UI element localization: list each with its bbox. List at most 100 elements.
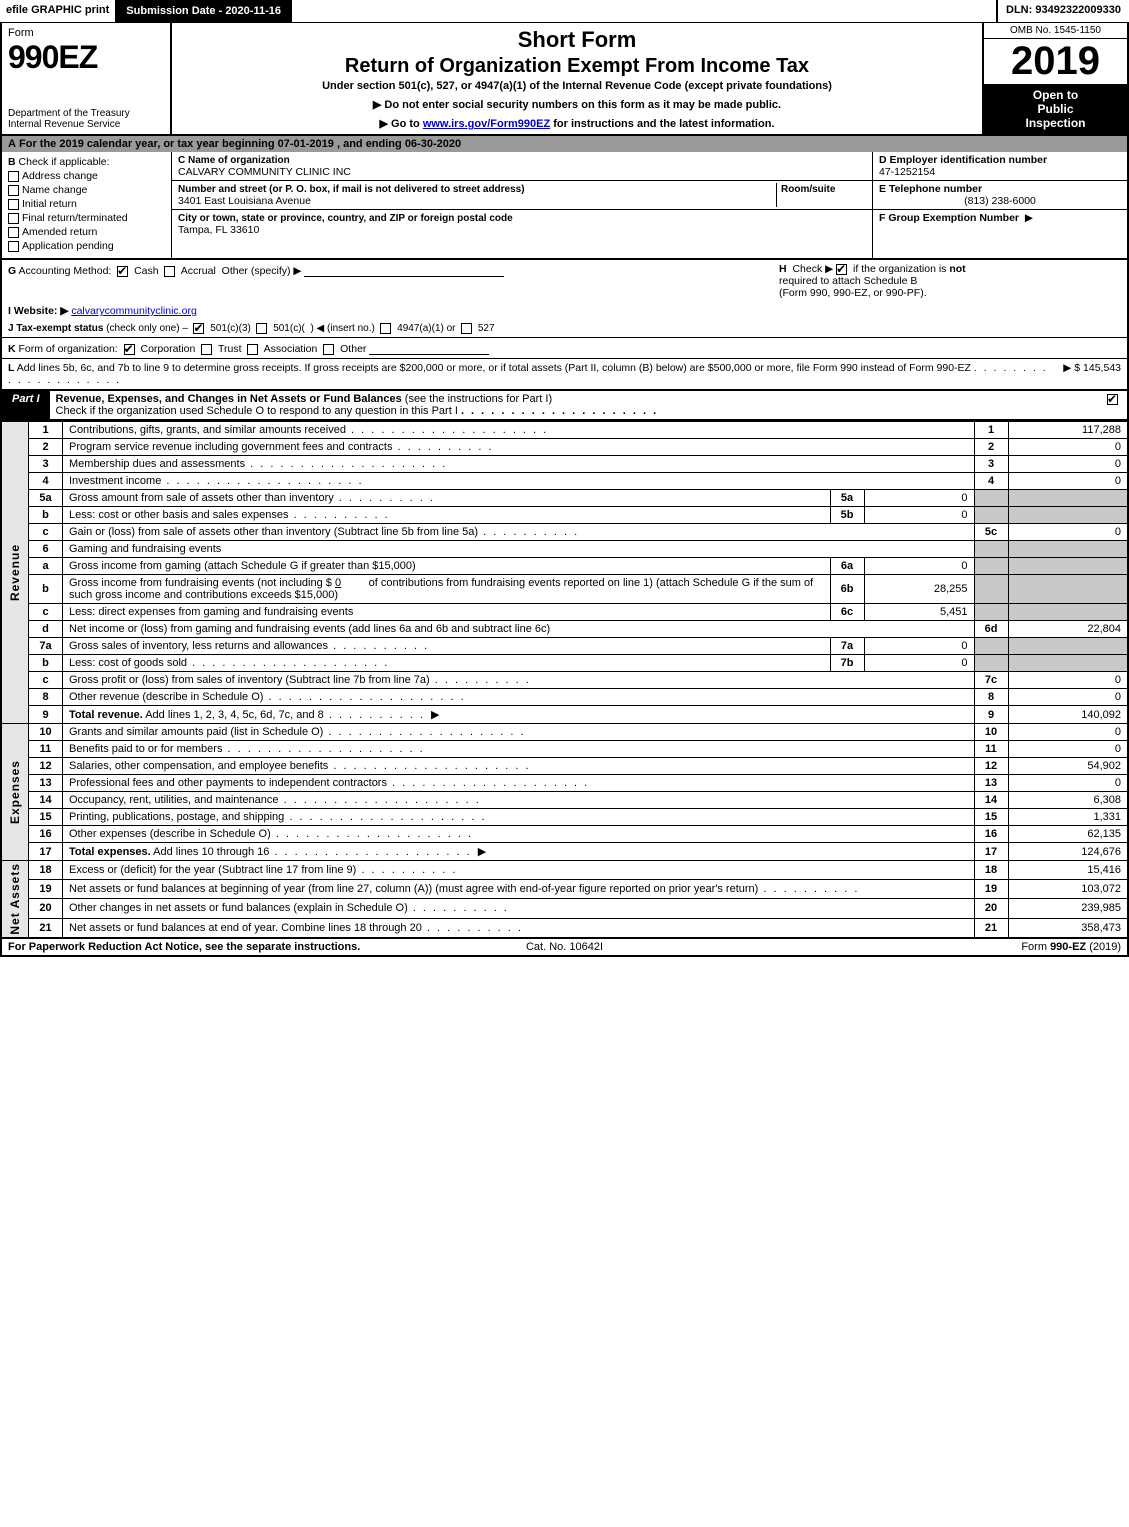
line-6b-inline-value: 28,255 xyxy=(864,575,974,604)
line-13-value: 0 xyxy=(1008,775,1128,792)
k-other: Other xyxy=(340,343,366,355)
h-text4: (Form 990, 990-EZ, or 990-PF). xyxy=(779,287,927,299)
checkbox-4947[interactable] xyxy=(380,323,391,334)
dots xyxy=(334,492,435,504)
line-4-value: 0 xyxy=(1008,473,1128,490)
arrow-icon: ▶ xyxy=(478,846,486,858)
line-19-boxnum: 19 xyxy=(974,880,1008,899)
line-21-value: 358,473 xyxy=(1008,918,1128,938)
checkbox-sched-b-not-required[interactable] xyxy=(836,264,847,275)
part-i-table: Revenue 1 Contributions, gifts, grants, … xyxy=(0,421,1129,939)
checkbox-cash[interactable] xyxy=(117,266,128,277)
line-16-value: 62,135 xyxy=(1008,826,1128,843)
org-name: CALVARY COMMUNITY CLINIC INC xyxy=(178,166,351,178)
header-right: OMB No. 1545-1150 2019 Open to Public In… xyxy=(982,23,1127,134)
checkbox-corporation[interactable] xyxy=(124,344,135,355)
line-6b-desc: Gross income from fundraising events (no… xyxy=(63,575,831,604)
line-12-desc: Salaries, other compensation, and employ… xyxy=(69,760,328,772)
checkbox-amended-return[interactable] xyxy=(8,227,19,238)
checkbox-address-change[interactable] xyxy=(8,171,19,182)
line-3-desc: Membership dues and assessments xyxy=(69,458,245,470)
dots xyxy=(245,458,447,470)
grey-cell xyxy=(974,575,1008,604)
checkbox-501c3[interactable] xyxy=(193,323,204,334)
page-footer: For Paperwork Reduction Act Notice, see … xyxy=(0,939,1129,957)
line-7c-boxnum: 7c xyxy=(974,672,1008,689)
room-label: Room/suite xyxy=(781,184,835,195)
line-2-value: 0 xyxy=(1008,439,1128,456)
form-header: Form 990EZ Department of the Treasury In… xyxy=(0,23,1129,136)
line-k: K Form of organization: Corporation Trus… xyxy=(8,341,1121,355)
line-18-value: 15,416 xyxy=(1008,861,1128,880)
label-g: G xyxy=(8,265,16,277)
j-sub: (check only one) – xyxy=(106,323,188,334)
label-b: B xyxy=(8,156,16,168)
line-4-boxnum: 4 xyxy=(974,473,1008,490)
label-f: F xyxy=(879,212,885,224)
line-g: G Accounting Method: Cash Accrual Other … xyxy=(8,263,771,299)
grey-cell xyxy=(1008,604,1128,621)
part-i-checkline: Check if the organization used Schedule … xyxy=(56,405,458,417)
line-20-boxnum: 20 xyxy=(974,899,1008,918)
irs-link[interactable]: www.irs.gov/Form990EZ xyxy=(423,118,550,130)
line-18-num: 18 xyxy=(29,861,63,880)
line-h: H Check ▶ if the organization is not req… xyxy=(771,263,1121,299)
part-i-header: Part I Revenue, Expenses, and Changes in… xyxy=(0,391,1129,421)
label-h: H xyxy=(779,263,787,275)
tax-exempt-label: Tax-exempt status xyxy=(16,323,103,334)
line-13-num: 13 xyxy=(29,775,63,792)
other-specify-label: Other (specify) ▶ xyxy=(222,265,302,277)
box-b-heading: Check if applicable: xyxy=(19,156,110,168)
checkbox-name-change[interactable] xyxy=(8,185,19,196)
dots xyxy=(328,760,530,772)
note-goto-pre: ▶ Go to xyxy=(380,118,423,130)
submission-date-button[interactable]: Submission Date - 2020-11-16 xyxy=(115,0,292,22)
line-14-desc: Occupancy, rent, utilities, and maintena… xyxy=(69,794,279,806)
checkbox-501c[interactable] xyxy=(256,323,267,334)
website-link[interactable]: calvarycommunityclinic.org xyxy=(71,305,196,317)
line-6a-desc: Gross income from gaming (attach Schedul… xyxy=(63,558,831,575)
omb-number: OMB No. 1545-1150 xyxy=(984,23,1127,39)
line-21-num: 21 xyxy=(29,918,63,938)
accounting-method-label: Accounting Method: xyxy=(19,265,112,277)
checkbox-final-return[interactable] xyxy=(8,213,19,224)
line-17-desc-bold: Total expenses. xyxy=(69,846,151,858)
dots-part1 xyxy=(461,405,658,417)
expenses-side-label: Expenses xyxy=(8,760,22,824)
line-3-boxnum: 3 xyxy=(974,456,1008,473)
checkbox-schedule-o-part1[interactable] xyxy=(1107,394,1118,405)
checkbox-527[interactable] xyxy=(461,323,472,334)
j-4947: 4947(a)(1) or xyxy=(397,323,455,334)
line-21-boxnum: 21 xyxy=(974,918,1008,938)
checkbox-initial-return[interactable] xyxy=(8,199,19,210)
checkbox-trust[interactable] xyxy=(201,344,212,355)
line-18-boxnum: 18 xyxy=(974,861,1008,880)
other-org-input[interactable] xyxy=(369,341,489,355)
grey-cell xyxy=(974,655,1008,672)
part-i-label: Part I xyxy=(2,391,50,419)
line-7c-num: c xyxy=(29,672,63,689)
other-specify-input[interactable] xyxy=(304,263,504,277)
checkbox-other-org[interactable] xyxy=(323,344,334,355)
line-7a-inline-num: 7a xyxy=(830,638,864,655)
period-pre: For the 2019 calendar year, or tax year … xyxy=(19,138,278,150)
period-mid: , and ending xyxy=(337,138,405,150)
line-l-text: Add lines 5b, 6c, and 7b to line 9 to de… xyxy=(17,362,971,374)
line-6d-desc: Net income or (loss) from gaming and fun… xyxy=(63,621,975,638)
j-501c-open: 501(c)( xyxy=(273,323,305,334)
city-label: City or town, state or province, country… xyxy=(178,213,513,224)
ein-heading: Employer identification number xyxy=(890,154,1048,166)
checkbox-association[interactable] xyxy=(247,344,258,355)
line-17-desc: Add lines 10 through 16 xyxy=(153,846,269,858)
checkbox-application-pending[interactable] xyxy=(8,241,19,252)
form-ref-pre: Form xyxy=(1021,941,1050,953)
note-goto: ▶ Go to www.irs.gov/Form990EZ for instru… xyxy=(178,117,976,130)
checkbox-accrual[interactable] xyxy=(164,266,175,277)
line-1-value: 117,288 xyxy=(1008,422,1128,439)
chk-label-final: Final return/terminated xyxy=(22,212,128,224)
line-4-num: 4 xyxy=(29,473,63,490)
form-label: Form xyxy=(8,27,164,39)
dots xyxy=(387,777,589,789)
line-16-desc: Other expenses (describe in Schedule O) xyxy=(69,828,271,840)
line-15-boxnum: 15 xyxy=(974,809,1008,826)
